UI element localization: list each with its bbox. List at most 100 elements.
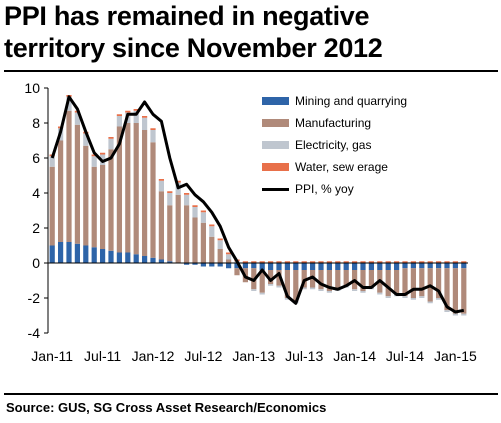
bar-manufacturing xyxy=(461,268,467,314)
bar-manufacturing xyxy=(200,222,207,263)
bar-manufacturing xyxy=(175,194,181,263)
title-line-1: PPI has remained in negative xyxy=(4,1,370,31)
bar-mining xyxy=(49,245,55,263)
bar-manufacturing xyxy=(368,270,375,288)
bar-water xyxy=(225,252,232,255)
bar-electricity xyxy=(183,194,190,206)
bar-manufacturing xyxy=(276,270,282,286)
bar-electricity xyxy=(225,254,232,260)
bar-water xyxy=(385,261,391,263)
bar-water xyxy=(435,261,442,263)
bar-manufacturing xyxy=(393,270,400,295)
ppi-line xyxy=(50,95,465,314)
bar-manufacturing xyxy=(326,270,333,291)
bar-manufacturing xyxy=(259,270,265,293)
bar-water xyxy=(335,261,341,263)
legend-label-mining: Mining and quarrying xyxy=(295,94,408,108)
legend-item-manufacturing: Manufacturing xyxy=(262,112,407,134)
bar-manufacturing xyxy=(192,217,198,263)
x-tick-label: Jul-13 xyxy=(285,348,323,364)
bar-electricity xyxy=(251,289,257,291)
bar-manufacturing xyxy=(125,123,131,253)
bar-electricity xyxy=(74,112,81,125)
bar-electricity xyxy=(83,133,89,146)
bar-electricity xyxy=(259,292,265,295)
bar-manufacturing xyxy=(66,110,72,242)
bar-electricity xyxy=(410,298,417,300)
bar-mining xyxy=(402,263,408,269)
chart-legend: Mining and quarrying Manufacturing Elect… xyxy=(262,90,407,200)
bar-water xyxy=(158,179,165,181)
source-note: Source: GUS, SG Cross Asset Research/Eco… xyxy=(6,400,327,415)
bar-water xyxy=(444,261,450,263)
bar-mining xyxy=(150,257,156,263)
legend-swatch-mining xyxy=(262,97,289,105)
bar-mining xyxy=(225,263,232,269)
bar-water xyxy=(343,261,349,263)
bar-manufacturing xyxy=(385,270,391,297)
bar-electricity xyxy=(301,287,307,290)
bar-water xyxy=(393,261,400,263)
bar-mining xyxy=(343,263,349,270)
bar-mining xyxy=(234,263,240,269)
bar-electricity xyxy=(452,313,459,316)
bar-electricity xyxy=(326,291,333,293)
bar-water xyxy=(116,114,123,116)
bar-water xyxy=(175,180,181,183)
bar-water xyxy=(309,261,316,263)
bar-water xyxy=(242,261,249,263)
bar-water xyxy=(301,261,307,263)
bar-mining xyxy=(284,263,291,270)
chart-area: -4 -2 0 2 4 6 8 10 Jan-11 Jul-11 Jan-12 Jul-12 Jan-1… xyxy=(24,80,477,364)
bar-manufacturing xyxy=(91,166,97,248)
bar-mining xyxy=(444,263,450,269)
bar-manufacturing xyxy=(318,270,324,290)
bar-electricity xyxy=(419,296,425,298)
bar-electricity xyxy=(309,287,316,290)
bar-mining xyxy=(200,263,207,267)
bar-water xyxy=(351,261,358,263)
bar-electricity xyxy=(200,212,207,223)
bar-electricity xyxy=(318,289,324,291)
bar-water xyxy=(167,191,173,193)
bar-water xyxy=(141,116,148,118)
bar-manufacturing xyxy=(57,140,64,242)
bar-manufacturing xyxy=(116,126,123,253)
legend-item-mining: Mining and quarrying xyxy=(262,90,407,112)
bar-electricity xyxy=(66,96,72,111)
bar-mining xyxy=(435,263,442,269)
legend-item-water: Water, sew erage xyxy=(262,156,407,178)
bar-manufacturing xyxy=(410,268,417,298)
bar-electricity xyxy=(133,110,139,123)
bar-manufacturing xyxy=(335,270,341,290)
bar-manufacturing xyxy=(267,270,274,284)
x-tick-label: Jan-12 xyxy=(132,348,175,364)
bar-manufacturing xyxy=(301,270,307,288)
bar-mining xyxy=(259,263,265,270)
bar-water xyxy=(377,261,383,263)
bar-water xyxy=(419,261,425,263)
bar-mining xyxy=(209,263,215,267)
chart-title: PPI has remained in negative territory s… xyxy=(4,0,499,64)
bar-manufacturing xyxy=(225,259,232,263)
bar-electricity xyxy=(351,289,358,291)
x-tick-label: Jan-14 xyxy=(333,348,376,364)
legend-swatch-manufacturing xyxy=(262,119,289,127)
bar-water xyxy=(200,210,207,213)
bar-electricity xyxy=(192,207,198,218)
bar-water xyxy=(125,110,131,113)
bar-manufacturing xyxy=(217,249,223,263)
bar-manufacturing xyxy=(99,165,106,249)
x-tick-label: Jul-12 xyxy=(184,348,222,364)
bar-electricity xyxy=(217,240,223,249)
bar-water xyxy=(461,261,467,263)
bar-electricity xyxy=(49,156,55,167)
bar-water xyxy=(91,154,97,157)
top-rule xyxy=(4,70,498,72)
bar-water xyxy=(108,137,114,139)
bar-mining xyxy=(251,263,257,269)
bar-mining xyxy=(360,263,366,270)
bar-water xyxy=(427,261,433,263)
bar-electricity xyxy=(444,310,450,312)
bar-manufacturing xyxy=(360,270,366,291)
